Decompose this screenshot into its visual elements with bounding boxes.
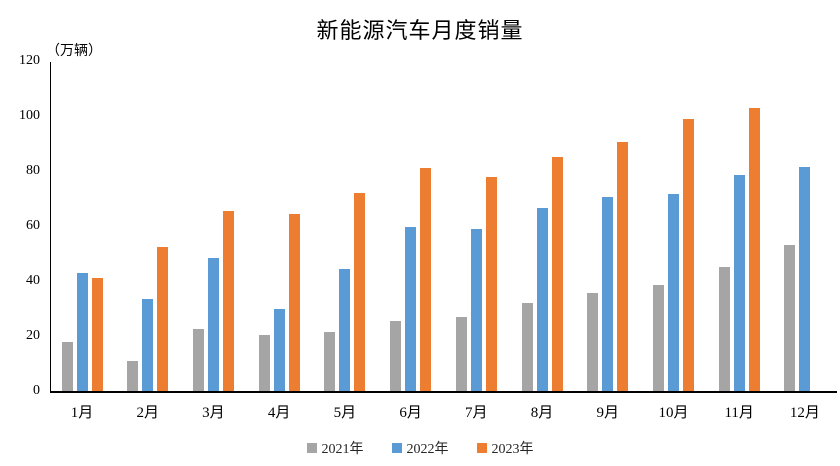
bar-2023年-6月 bbox=[420, 168, 432, 391]
y-tick-label: 40 bbox=[26, 273, 40, 288]
x-axis-line bbox=[50, 391, 837, 393]
y-tick-label: 0 bbox=[33, 383, 40, 398]
bar-2021年-2月 bbox=[127, 360, 139, 391]
bar-2022年-1月 bbox=[76, 272, 88, 391]
bar-2021年-11月 bbox=[718, 267, 730, 391]
y-tick-label: 60 bbox=[26, 218, 40, 233]
bar-2021年-10月 bbox=[652, 285, 664, 391]
bar-2023年-9月 bbox=[617, 142, 629, 391]
x-tick-label: 10月 bbox=[658, 405, 689, 421]
legend-label: 2022年 bbox=[406, 442, 449, 457]
bar-2022年-9月 bbox=[602, 197, 614, 391]
x-tick-label: 11月 bbox=[724, 405, 754, 421]
bar-2022年-7月 bbox=[470, 228, 482, 391]
bar-2021年-9月 bbox=[587, 293, 599, 391]
bar-2023年-1月 bbox=[91, 278, 103, 391]
bar-2023年-8月 bbox=[551, 157, 563, 391]
chart-title: 新能源汽车月度销量 bbox=[316, 18, 524, 43]
y-tick-label: 20 bbox=[26, 328, 40, 343]
x-tick-label: 8月 bbox=[530, 405, 554, 421]
bar-2022年-4月 bbox=[273, 308, 285, 391]
x-tick-label: 6月 bbox=[399, 405, 422, 421]
bar-2022年-5月 bbox=[339, 268, 351, 391]
y-tick-label: 100 bbox=[19, 108, 40, 123]
bar-2023年-5月 bbox=[354, 193, 366, 391]
legend-swatch-icon bbox=[391, 443, 402, 453]
legend-item-2021年: 2021年 bbox=[306, 438, 364, 458]
bar-2023年-11月 bbox=[748, 107, 760, 391]
bar-2022年-3月 bbox=[207, 257, 219, 391]
bar-2022年-12月 bbox=[799, 166, 811, 391]
x-tick-label: 12月 bbox=[789, 405, 820, 421]
bar-2021年-3月 bbox=[192, 329, 204, 391]
x-tick-label: 1月 bbox=[70, 405, 94, 421]
x-tick-label: 4月 bbox=[267, 405, 291, 421]
bar-2021年-4月 bbox=[258, 334, 270, 391]
legend-item-2023年: 2023年 bbox=[476, 438, 534, 458]
legend-label: 2021年 bbox=[321, 442, 364, 457]
legend-label: 2023年 bbox=[491, 442, 534, 457]
bar-2023年-2月 bbox=[157, 246, 169, 391]
bar-2023年-7月 bbox=[485, 176, 497, 391]
legend-item-2022年: 2022年 bbox=[391, 438, 449, 458]
x-tick-label: 7月 bbox=[465, 405, 488, 421]
y-tick-label: 80 bbox=[26, 163, 40, 178]
bar-2022年-11月 bbox=[733, 175, 745, 391]
y-tick-label: 120 bbox=[19, 53, 40, 68]
bar-2022年-8月 bbox=[536, 208, 548, 391]
legend: 2021年 2022年 2023年 bbox=[0, 438, 840, 458]
bar-2021年-8月 bbox=[521, 303, 533, 391]
bar-2021年-5月 bbox=[324, 331, 336, 391]
legend-swatch-icon bbox=[306, 443, 317, 453]
bar-2023年-10月 bbox=[682, 118, 694, 391]
bar-2023年-4月 bbox=[288, 213, 300, 391]
bar-2022年-6月 bbox=[405, 227, 417, 391]
x-tick-label: 3月 bbox=[202, 405, 225, 421]
y-axis-unit-label: （万辆） bbox=[46, 44, 102, 59]
legend-swatch-icon bbox=[476, 443, 487, 453]
bar-2022年-2月 bbox=[142, 298, 154, 391]
x-tick-label: 9月 bbox=[596, 405, 619, 421]
bar-2021年-12月 bbox=[784, 245, 796, 391]
y-axis-line bbox=[50, 62, 51, 392]
x-tick-label: 2月 bbox=[136, 405, 159, 421]
bar-2021年-7月 bbox=[455, 316, 467, 391]
bar-2023年-3月 bbox=[222, 210, 234, 391]
bar-2022年-10月 bbox=[667, 194, 679, 391]
x-tick-label: 5月 bbox=[333, 405, 357, 421]
bar-2021年-1月 bbox=[61, 341, 73, 391]
bar-2021年-6月 bbox=[390, 320, 402, 391]
